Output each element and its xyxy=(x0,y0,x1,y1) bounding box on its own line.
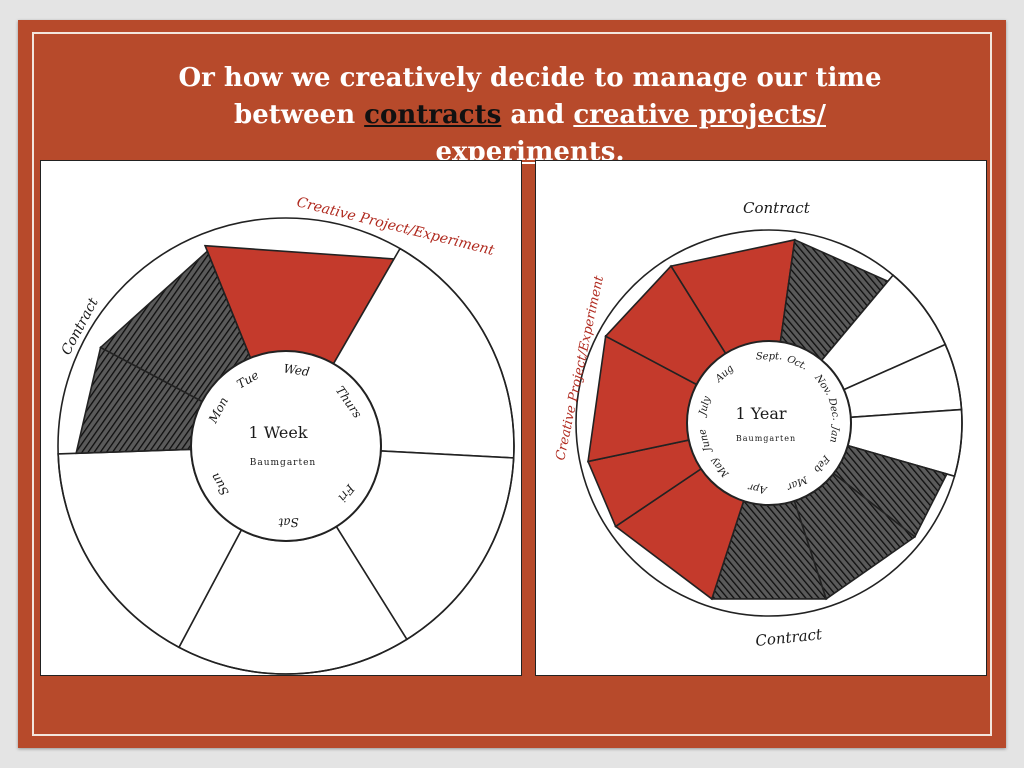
year-wheel-panel: 1 Year Baumgarten Sept. Oct. Nov. Dec. Jan Fe… xyxy=(535,160,987,676)
week-day-label: Sat xyxy=(278,515,299,530)
year-month-label: Apr xyxy=(746,481,768,495)
title-between: between xyxy=(234,100,365,130)
title-and: and xyxy=(501,100,574,130)
title-creative-projects: creative projects/ xyxy=(573,100,826,130)
year-month-label: Dec. xyxy=(826,396,842,421)
year-outer-ring xyxy=(575,229,963,617)
week-label-creative: Creative Project/Experiment xyxy=(295,194,496,259)
week-center-subtitle: Baumgarten xyxy=(250,458,316,468)
slide-title: Or how we creatively decide to manage ou… xyxy=(78,60,982,171)
year-wheel-diagram: 1 Year Baumgarten Sept. Oct.Nov.Dec.JanFe… xyxy=(553,199,963,650)
year-month-label: Jan xyxy=(827,423,841,443)
title-line-1: Or how we creatively decide to manage ou… xyxy=(178,63,882,93)
year-month-label: Sept. xyxy=(756,352,782,363)
year-label-contract-bottom: Contract xyxy=(755,625,824,650)
year-center-title: 1 Year xyxy=(735,404,786,423)
week-inner-circle xyxy=(190,350,382,542)
week-outer-ring xyxy=(57,217,515,675)
week-wheel-panel: 1 Week Baumgarten Mon Tue Wed Thurs Fri Sat Su… xyxy=(40,160,522,676)
year-inner-circle xyxy=(686,340,852,506)
year-label-contract-top: Contract xyxy=(743,199,811,217)
title-contracts: contracts xyxy=(364,100,502,130)
week-center-title: 1 Week xyxy=(248,423,307,442)
year-center-subtitle: Baumgarten xyxy=(736,434,796,443)
week-day-label: Wed xyxy=(283,361,311,379)
year-month-label: July xyxy=(697,395,713,419)
